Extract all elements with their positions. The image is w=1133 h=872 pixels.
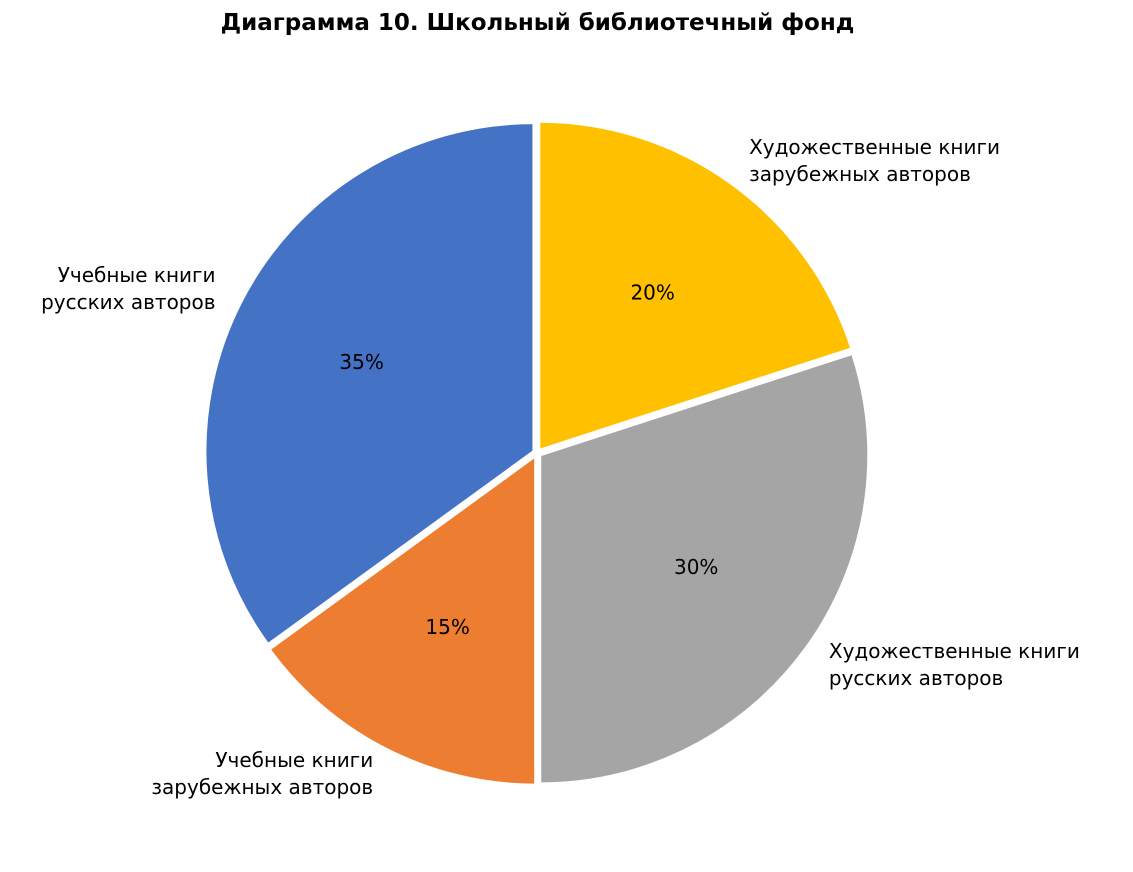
pie-slice — [204, 122, 535, 646]
value-label: 20% — [630, 280, 674, 304]
pie-slice — [538, 120, 853, 452]
value-label: 15% — [425, 615, 469, 639]
category-label: Художественные книги зарубежных авторов — [749, 135, 1000, 187]
value-label: 30% — [674, 555, 718, 579]
category-label: Учебные книги русских авторов — [41, 263, 216, 315]
pie-slice — [268, 454, 537, 786]
chart-title: Диаграмма 10. Школьный библиотечный фонд — [220, 10, 855, 36]
value-label: 35% — [339, 350, 383, 374]
category-label: Учебные книги зарубежных авторов — [151, 748, 374, 800]
category-label: Художественные книги русских авторов — [828, 639, 1080, 691]
pie-slice — [539, 352, 870, 785]
